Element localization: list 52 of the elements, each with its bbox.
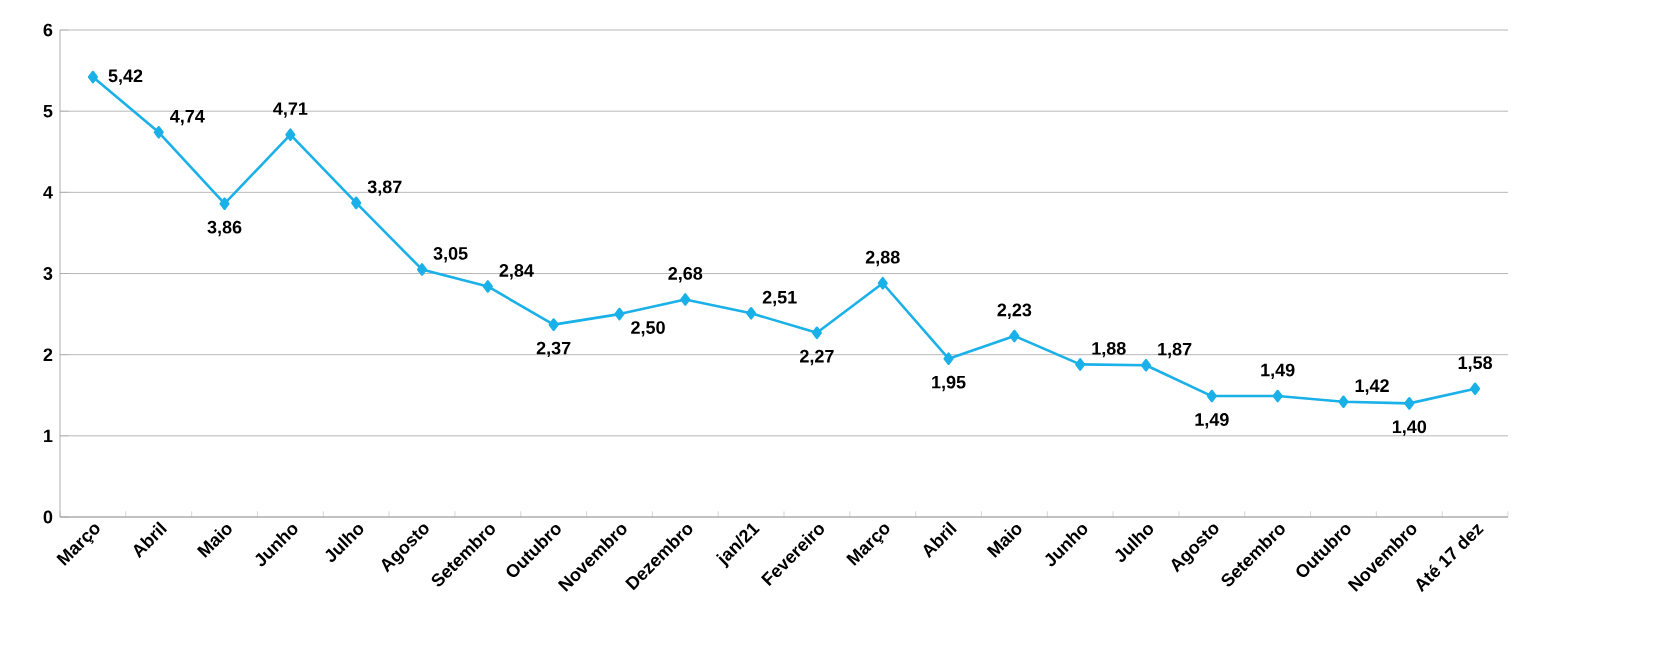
data-label: 3,87 xyxy=(367,180,402,196)
data-label: 2,27 xyxy=(800,349,834,366)
data-label: 1,95 xyxy=(932,375,966,392)
data-label: 4,71 xyxy=(273,102,308,118)
data-label: 3,05 xyxy=(433,247,468,263)
point xyxy=(1470,382,1481,396)
y-tick-label: 0 xyxy=(43,510,53,524)
point xyxy=(811,326,822,340)
data-label: 2,51 xyxy=(762,290,797,307)
data-label: 1,49 xyxy=(1195,413,1229,429)
data-label: 5,42 xyxy=(108,69,143,85)
point xyxy=(416,263,428,276)
point xyxy=(1140,358,1152,372)
data-label: 2,84 xyxy=(499,264,534,280)
data-label: 2,88 xyxy=(865,250,900,267)
y-tick-label: 4 xyxy=(43,186,53,199)
y-tick-label: 3 xyxy=(43,267,53,280)
data-label: 1,88 xyxy=(1092,341,1126,358)
point xyxy=(680,293,691,306)
y-tick-label: 2 xyxy=(43,348,53,361)
y-tick-label: 6 xyxy=(43,23,53,37)
point xyxy=(87,70,98,84)
point xyxy=(1075,358,1086,371)
data-label: 2,68 xyxy=(668,267,703,283)
data-label: 2,50 xyxy=(631,321,665,337)
y-tick-label: 5 xyxy=(43,104,53,118)
data-label: 2,37 xyxy=(536,341,571,358)
data-label: 1,40 xyxy=(1392,420,1427,436)
point xyxy=(548,318,559,331)
point xyxy=(746,306,757,320)
point xyxy=(482,280,493,293)
point xyxy=(1338,395,1349,409)
point xyxy=(614,307,625,321)
point xyxy=(1404,397,1415,410)
data-label: 4,74 xyxy=(170,110,205,126)
point xyxy=(351,196,362,210)
data-label: 2,23 xyxy=(997,303,1032,319)
point xyxy=(1272,389,1283,403)
point xyxy=(219,197,230,211)
data-label: 1,42 xyxy=(1355,379,1389,395)
point xyxy=(285,128,296,142)
y-tick-label: 1 xyxy=(44,429,53,443)
x-tick-label: Até 17 dez xyxy=(1416,523,1484,593)
point xyxy=(1206,389,1217,403)
point xyxy=(153,125,164,139)
point xyxy=(877,276,888,290)
data-label: 1,49 xyxy=(1261,363,1295,379)
data-label: 3,86 xyxy=(207,220,242,237)
point xyxy=(943,352,954,366)
data-label: 1,58 xyxy=(1458,356,1493,372)
data-label: 1,87 xyxy=(1158,342,1192,359)
point xyxy=(1009,329,1020,343)
